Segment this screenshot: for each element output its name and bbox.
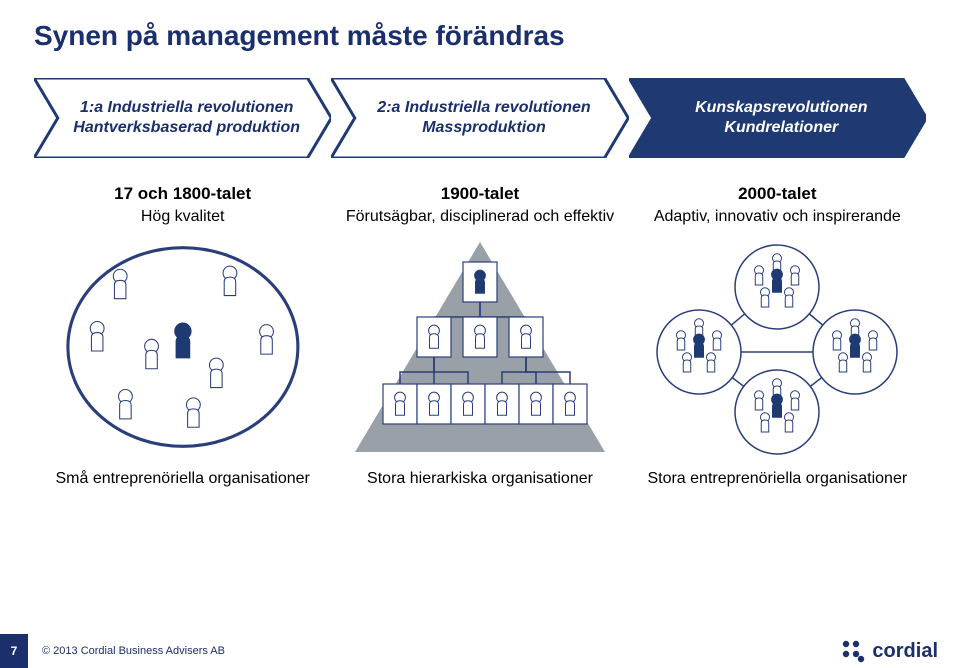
era-headings: 17 och 1800-talet Hög kvalitet1900-talet… [34,184,926,226]
chevron-row: 1:a Industriella revolutionenHantverksba… [34,78,926,158]
diagram-row [34,232,926,462]
org-labels: Små entreprenöriella organisationer Stora… [34,470,926,488]
org-label-1: Stora hierarkiska organisationer [339,470,620,488]
era-sub-2: Adaptiv, innovativ och inspirerande [637,208,918,226]
org-col-2: Stora entreprenöriella organisationer [629,470,926,488]
era-sub-0: Hög kvalitet [42,208,323,226]
era-head-2: 2000-talet [637,184,918,204]
chevron-0: 1:a Industriella revolutionenHantverksba… [34,78,331,158]
era-col-2: 2000-talet Adaptiv, innovativ och inspir… [629,184,926,226]
chevron-2: KunskapsrevolutionenKundrelationer [629,78,926,158]
diagram-pyramid [331,232,628,462]
era-col-0: 17 och 1800-talet Hög kvalitet [34,184,331,226]
diagram-circle [34,232,331,462]
brand-logo: cordial [840,638,938,664]
org-label-2: Stora entreprenöriella organisationer [637,470,918,488]
copyright-text: © 2013 Cordial Business Advisers AB [42,645,840,657]
footer-bar: 7 © 2013 Cordial Business Advisers AB co… [0,634,960,668]
org-col-0: Små entreprenöriella organisationer [34,470,331,488]
brand-dot-icon [840,638,866,664]
diagram-network [629,232,926,462]
brand-text: cordial [872,640,938,663]
org-col-1: Stora hierarkiska organisationer [331,470,628,488]
era-sub-1: Förutsägbar, disciplinerad och effektiv [339,208,620,226]
page-title: Synen på management måste förändras [34,20,926,52]
org-label-0: Små entreprenöriella organisationer [42,470,323,488]
era-head-1: 1900-talet [339,184,620,204]
era-col-1: 1900-talet Förutsägbar, disciplinerad oc… [331,184,628,226]
chevron-1: 2:a Industriella revolutionenMassprodukt… [331,78,628,158]
page-number: 7 [0,634,28,668]
era-head-0: 17 och 1800-talet [42,184,323,204]
